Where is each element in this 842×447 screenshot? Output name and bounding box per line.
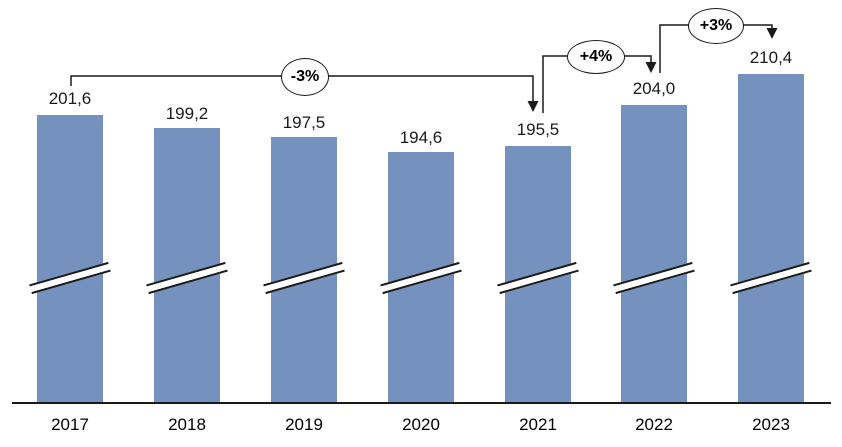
bar-value-label: 195,5 (516, 120, 560, 139)
annotation-label: +4% (579, 48, 613, 65)
arrow-down-icon (766, 28, 778, 39)
x-axis-label: 2020 (402, 415, 440, 434)
bar-value-label: 210,4 (749, 48, 793, 67)
bar-2023 (738, 74, 804, 403)
bar-value-label: 201,6 (48, 89, 92, 108)
bar-2017 (37, 115, 103, 403)
x-axis-label: 2018 (168, 415, 206, 434)
bar-value-label: 204,0 (632, 79, 676, 98)
bar-2022 (621, 105, 687, 403)
annotation-bubble-plus-3pct: +3% (688, 8, 744, 44)
bar-value-label: 194,6 (399, 128, 443, 147)
bar-value-label: 199,2 (165, 104, 209, 123)
x-axis-label: 2021 (519, 415, 557, 434)
bar-value-label: 197,5 (282, 113, 326, 132)
x-axis-label: 2017 (51, 415, 89, 434)
annotation-label: -3% (290, 68, 320, 85)
x-axis-label: 2019 (285, 415, 323, 434)
arrow-down-icon (527, 101, 539, 112)
arrow-down-icon (645, 62, 657, 73)
annotation-label: +3% (699, 17, 733, 34)
annotation-bubble-minus-3pct: -3% (281, 58, 329, 96)
annotation-bubble-plus-4pct: +4% (567, 40, 625, 74)
x-axis-label: 2022 (635, 415, 673, 434)
x-axis-label: 2023 (752, 415, 790, 434)
x-axis-line (12, 402, 831, 404)
